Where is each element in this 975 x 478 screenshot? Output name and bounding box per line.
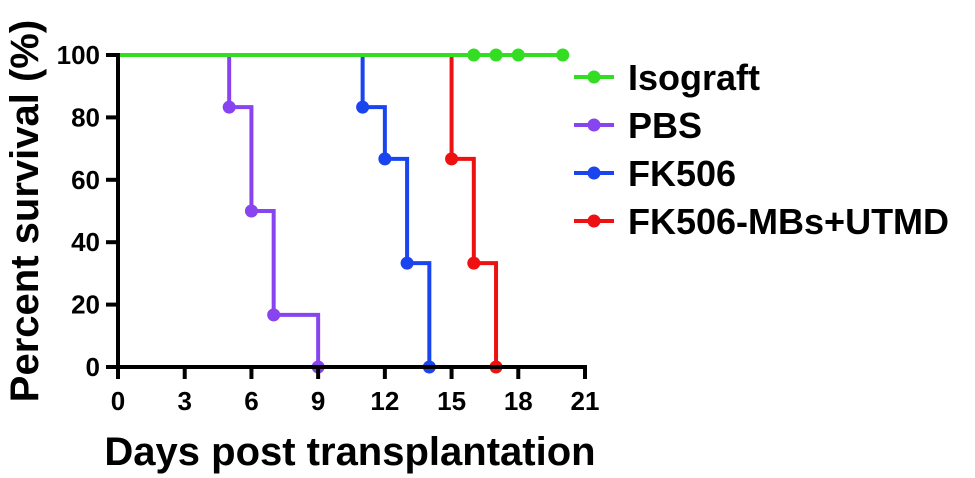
series-line <box>118 53 321 367</box>
y-tick-label: 100 <box>57 40 100 70</box>
data-point <box>378 152 392 166</box>
legend-swatch-marker <box>587 166 601 180</box>
data-point <box>445 152 459 166</box>
ticks-layer: 0 3 6 9 12 15 18 21 0 20 40 60 80 100 <box>57 40 600 416</box>
y-tick-label: 80 <box>71 102 100 132</box>
legend-item: FK506 <box>574 153 736 194</box>
x-axis-title: Days post transplantation <box>104 430 595 474</box>
y-tick-label: 0 <box>86 352 100 382</box>
y-tick-label: 40 <box>71 227 100 257</box>
legend-swatch-marker <box>587 70 601 84</box>
series-pbs <box>118 53 325 374</box>
legend-item: FK506-MBs+UTMD <box>574 201 949 242</box>
legend-label: PBS <box>628 105 702 146</box>
legend-label: FK506-MBs+UTMD <box>628 201 949 242</box>
series-line <box>118 53 499 367</box>
legend: Isograft PBS FK506 FK506-MBs+UTMD <box>574 57 949 242</box>
legend-label: FK506 <box>628 153 736 194</box>
legend-item: PBS <box>574 105 702 146</box>
y-axis-title: Percent survival (%) <box>3 20 47 402</box>
x-tick-label: 21 <box>571 386 600 416</box>
x-tick-label: 15 <box>437 386 466 416</box>
legend-swatch-marker <box>587 118 601 132</box>
series-isograft <box>118 48 570 62</box>
series-fk506 <box>118 53 436 374</box>
data-point <box>556 48 570 62</box>
legend-swatch-marker <box>587 214 601 228</box>
series-fk506-mbs-utmd <box>118 53 503 374</box>
data-point <box>489 48 503 62</box>
series-layer <box>118 48 570 374</box>
x-tick-label: 12 <box>370 386 399 416</box>
x-tick-label: 3 <box>177 386 191 416</box>
data-point <box>400 256 414 270</box>
x-tick-label: 0 <box>111 386 125 416</box>
x-tick-label: 18 <box>504 386 533 416</box>
data-point <box>467 256 481 270</box>
x-tick-label: 9 <box>311 386 325 416</box>
data-point <box>267 308 281 322</box>
data-point <box>511 48 525 62</box>
y-tick-label: 20 <box>71 290 100 320</box>
data-point <box>356 100 370 114</box>
data-point <box>222 100 236 114</box>
data-point <box>244 204 258 218</box>
legend-label: Isograft <box>628 57 760 98</box>
legend-item: Isograft <box>574 57 760 98</box>
axes-layer <box>116 53 587 369</box>
data-point <box>467 48 481 62</box>
x-tick-label: 6 <box>244 386 258 416</box>
y-tick-label: 60 <box>71 165 100 195</box>
